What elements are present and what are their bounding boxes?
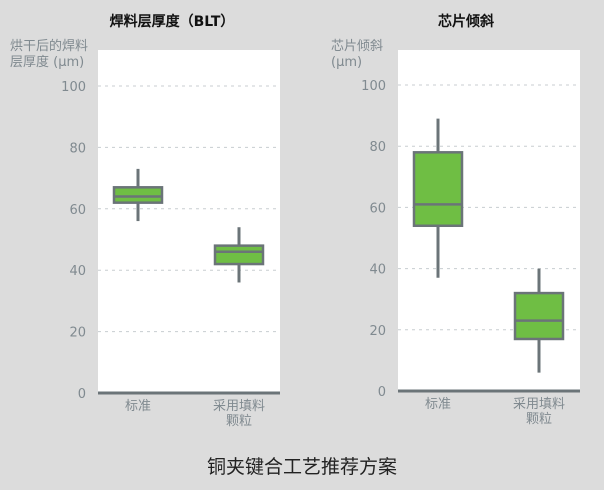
x-tick-label-0-1-0: 采用填料 (213, 399, 265, 414)
figure-caption: 铜夹键合工艺推荐方案 (206, 456, 397, 478)
chart-title-1: 芯片倾斜 (438, 13, 494, 30)
y-axis-label-1-1: (μm) (331, 55, 362, 70)
y-tick-label-1-20: 20 (369, 324, 386, 339)
y-tick-label-0-100: 100 (61, 80, 86, 95)
box-0-0 (112, 186, 164, 204)
plot-area-0 (98, 50, 280, 393)
y-tick-label-0-80: 80 (69, 141, 86, 156)
y-tick-label-1-80: 80 (369, 140, 386, 155)
x-tick-label-1-0-0: 标准 (425, 397, 451, 412)
y-tick-label-1-100: 100 (361, 79, 386, 94)
y-tick-label-1-40: 40 (369, 263, 386, 278)
box-1-0 (412, 151, 464, 228)
y-axis-label-1-0: 芯片倾斜 (331, 39, 383, 54)
y-tick-label-0-40: 40 (69, 264, 86, 279)
y-tick-label-1-60: 60 (369, 201, 386, 216)
y-axis-label-0-0: 烘干后的焊料 (10, 38, 88, 54)
y-axis-label-0-1: 层厚度 (μm) (10, 54, 84, 70)
y-tick-label-0-0: 0 (78, 387, 86, 402)
x-tick-label-0-0-0: 标准 (125, 399, 151, 414)
box-0-1 (213, 244, 265, 266)
x-tick-label-0-1-1: 颗粒 (226, 414, 252, 429)
x-tick-label-1-1-1: 颗粒 (526, 412, 552, 427)
y-tick-label-0-20: 20 (69, 326, 86, 341)
box-1-1 (513, 291, 565, 341)
x-tick-label-1-1-0: 采用填料 (513, 397, 565, 412)
y-tick-label-1-0: 0 (378, 385, 386, 400)
y-tick-label-0-60: 60 (69, 203, 86, 218)
chart-title-0: 焊料层厚度（BLT） (110, 13, 235, 30)
